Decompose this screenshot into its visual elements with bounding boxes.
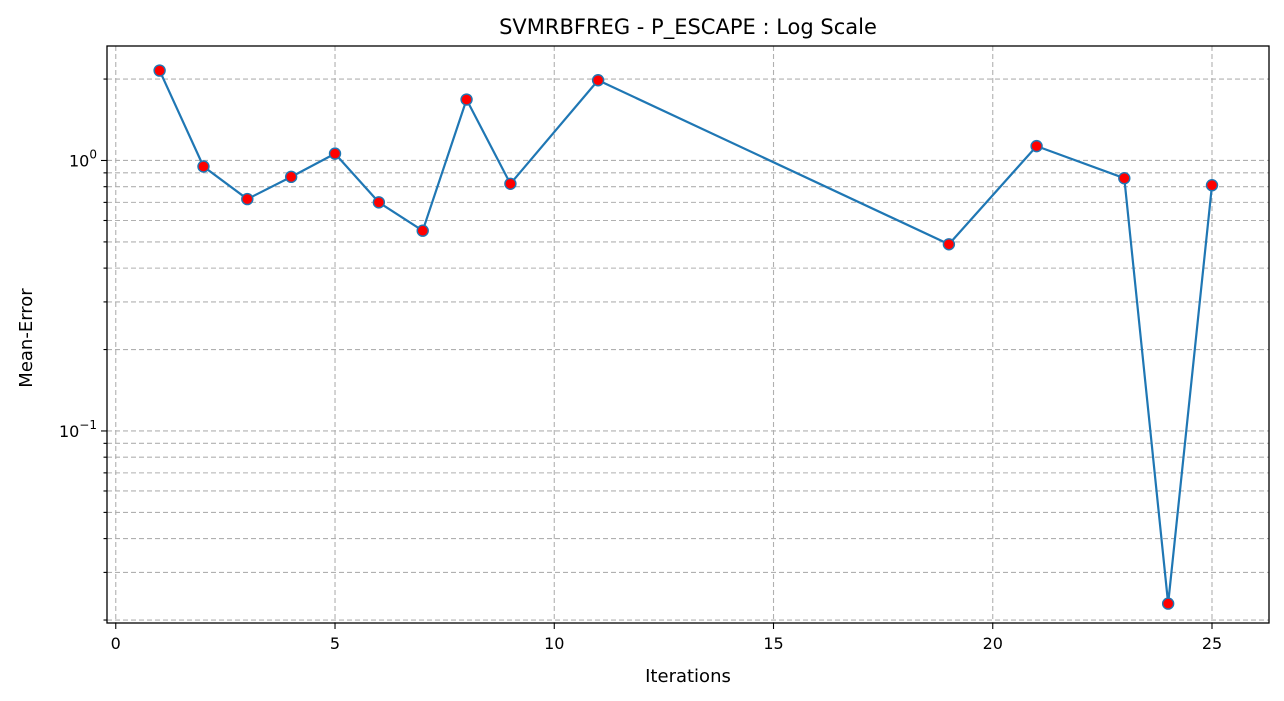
- data-point: [504, 177, 517, 190]
- x-tick-label: 10: [544, 634, 564, 653]
- data-point: [328, 147, 342, 160]
- data-point: [241, 192, 254, 206]
- x-tick-label: 20: [983, 634, 1003, 653]
- series-layer: [153, 64, 1219, 610]
- data-point: [460, 93, 473, 106]
- x-axis-label: Iterations: [645, 666, 731, 687]
- data-point: [372, 196, 386, 209]
- data-point: [1161, 597, 1175, 610]
- series-line: [158, 70, 1214, 604]
- y-tick-label-exponent: −1: [79, 418, 97, 432]
- plot-frame: [106, 45, 1270, 624]
- y-tick-label-base: 10: [59, 422, 79, 441]
- data-point: [197, 160, 210, 173]
- x-tick-label: 25: [1202, 634, 1222, 653]
- data-point: [284, 170, 298, 184]
- y-axis-label: Mean-Error: [16, 288, 37, 388]
- y-tick-label: 100: [69, 147, 97, 170]
- grid-lines: [107, 46, 1269, 623]
- data-point: [942, 238, 956, 251]
- y-tick-label-exponent: 0: [89, 147, 97, 161]
- y-tick-label-base: 10: [69, 151, 89, 170]
- chart-title: SVMRBFREG - P_ESCAPE : Log Scale: [499, 15, 877, 40]
- data-point: [153, 64, 166, 77]
- data-point: [416, 224, 429, 237]
- data-point: [1205, 179, 1219, 192]
- x-tick-label: 0: [111, 634, 121, 653]
- data-point: [1030, 139, 1043, 153]
- data-point: [1118, 171, 1131, 185]
- y-tick-label: 10−1: [59, 418, 97, 441]
- data-point: [591, 74, 605, 87]
- x-tick-label: 5: [330, 634, 340, 653]
- x-tick-label: 15: [763, 634, 783, 653]
